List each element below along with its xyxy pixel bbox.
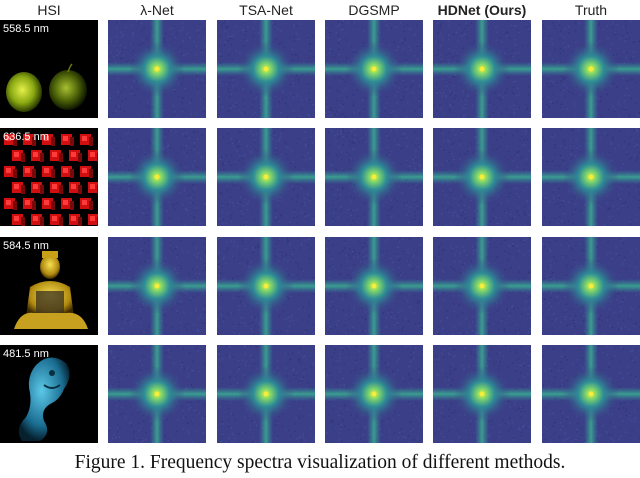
spectrum-image-row-2-col-1 <box>108 237 206 335</box>
spectrum-image-row-0-col-2 <box>217 20 315 118</box>
column-header-5: Truth <box>574 2 608 18</box>
column-header-1: λ-Net <box>140 2 174 18</box>
wavelength-label: 636.5 nm <box>3 131 49 143</box>
spectrum-image-row-0-col-3 <box>325 20 423 118</box>
spectrum-image-row-2-col-3 <box>325 237 423 335</box>
spectrum-image-row-3-col-4 <box>433 345 531 443</box>
wavelength-label: 558.5 nm <box>3 23 49 35</box>
hsi-image-row-3: 481.5 nm <box>0 345 98 443</box>
hsi-image-row-2: 584.5 nm <box>0 237 98 335</box>
wavelength-label: 584.5 nm <box>3 240 49 252</box>
spectrum-image-row-1-col-2 <box>217 128 315 226</box>
spectrum-image-row-1-col-1 <box>108 128 206 226</box>
wavelength-label: 481.5 nm <box>3 348 49 360</box>
column-header-4: HDNet (Ours) <box>437 2 527 18</box>
spectrum-image-row-3-col-2 <box>217 345 315 443</box>
column-header-0: HSI <box>37 2 61 18</box>
spectrum-image-row-0-col-1 <box>108 20 206 118</box>
spectrum-image-row-1-col-5 <box>542 128 640 226</box>
spectrum-image-row-3-col-3 <box>325 345 423 443</box>
spectrum-image-row-1-col-3 <box>325 128 423 226</box>
column-header-2: TSA-Net <box>239 2 293 18</box>
column-header-3: DGSMP <box>348 2 400 18</box>
spectrum-image-row-3-col-1 <box>108 345 206 443</box>
spectrum-image-row-0-col-5 <box>542 20 640 118</box>
spectrum-image-row-2-col-5 <box>542 237 640 335</box>
hsi-image-row-1: 636.5 nm <box>0 128 98 226</box>
spectrum-image-row-2-col-2 <box>217 237 315 335</box>
figure-caption: Figure 1. Frequency spectra visualizatio… <box>74 452 566 473</box>
spectrum-image-row-3-col-5 <box>542 345 640 443</box>
spectrum-image-row-1-col-4 <box>433 128 531 226</box>
hsi-image-row-0: 558.5 nm <box>0 20 98 118</box>
spectrum-image-row-2-col-4 <box>433 237 531 335</box>
spectrum-image-row-0-col-4 <box>433 20 531 118</box>
